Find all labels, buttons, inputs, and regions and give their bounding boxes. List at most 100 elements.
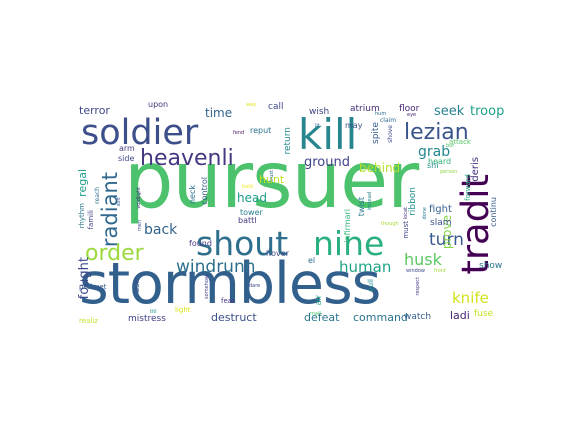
word-shout: shout — [196, 224, 289, 263]
word-deris: deris — [470, 157, 481, 182]
word-nine: nine — [313, 224, 385, 263]
word-titl: titl — [150, 309, 157, 315]
word-order: order — [85, 241, 144, 266]
word-watch: watch — [404, 312, 432, 322]
word-radiant: radiant — [98, 172, 122, 248]
word-floor: floor — [399, 104, 420, 114]
word-soft: soft — [116, 197, 122, 207]
word-attack: attack — [449, 138, 471, 146]
word-el: el — [308, 256, 316, 265]
word-defeat: defeat — [304, 311, 340, 324]
word-must: must — [402, 221, 410, 239]
word-kill: kill — [298, 110, 358, 159]
word-famili: famili — [87, 210, 95, 230]
word-locat: locat — [403, 207, 409, 220]
word-stormbless: stormbless — [79, 251, 381, 317]
word-respect: respect — [415, 277, 421, 296]
word-hum: hum — [375, 111, 387, 117]
word-realiz: realiz — [79, 317, 98, 325]
word-infirmari: infirmari — [343, 209, 352, 243]
word-window: window — [406, 268, 425, 274]
word-show: show — [479, 261, 503, 271]
word-shi: shi — [427, 161, 439, 170]
word-instead: instead — [367, 192, 373, 211]
word-ribbon: ribbon — [408, 187, 418, 216]
word-pull: pull — [367, 279, 375, 292]
word-continu: continu — [489, 197, 498, 227]
word-air: air — [314, 295, 323, 306]
word-return: return — [283, 127, 293, 155]
word-head: head — [237, 191, 267, 205]
word-person: person — [440, 169, 458, 175]
word-bor: bor — [446, 143, 455, 149]
word-hover: hover — [266, 249, 289, 258]
word-dare: dare — [249, 283, 261, 289]
word-reput: reput — [250, 126, 272, 135]
word-claim: claim — [380, 117, 397, 124]
word-upon: upon — [148, 100, 169, 109]
word-hold: hold — [242, 184, 253, 190]
word-spite: spite — [371, 122, 381, 144]
word-eye: eye — [407, 112, 417, 118]
word-shove: shove — [387, 125, 394, 143]
word-wish: wish — [309, 107, 330, 117]
word-way: way — [246, 102, 257, 108]
word-arm: arm — [119, 144, 135, 153]
word-trust: trust — [269, 170, 275, 182]
word-windrunn: windrunn — [176, 257, 256, 277]
word-found: found — [189, 239, 212, 248]
word-control: control — [200, 177, 209, 205]
word-hunt: hunt — [259, 173, 285, 186]
word-slam: slam — [430, 218, 452, 228]
word-fuse: fuse — [474, 309, 494, 319]
word-heavenli: heavenli — [140, 146, 234, 171]
word-perimet: perimet — [79, 283, 107, 291]
word-voidlight: voidlight — [136, 187, 142, 209]
word-front: front — [434, 268, 446, 274]
word-though: though — [381, 221, 399, 227]
word-atrium: atrium — [350, 104, 380, 114]
word-men: men — [137, 220, 143, 232]
word-behind: behind — [359, 161, 401, 175]
word-call: call — [268, 102, 284, 112]
word-twist: twist — [357, 197, 366, 217]
word-forward: forward — [464, 174, 472, 201]
word-fight: fight — [429, 204, 452, 215]
word-husk: husk — [404, 250, 442, 269]
word-somehow: somehow — [204, 275, 210, 299]
word-turn: turn — [429, 230, 464, 250]
word-time: time — [205, 106, 233, 120]
word-battl: battl — [238, 216, 257, 225]
word-destruct: destruct — [211, 311, 257, 324]
word-pursuer: pursuer — [124, 136, 419, 226]
word-grab: grab — [418, 144, 451, 160]
word-tower: tower — [240, 208, 263, 217]
word-mail: mail — [310, 311, 321, 317]
word-light: light — [175, 306, 191, 314]
word-regal: regal — [76, 169, 89, 197]
word-fear: fear — [221, 297, 235, 305]
word-knife: knife — [452, 289, 489, 307]
word-terror: terror — [79, 104, 110, 117]
word-back: back — [144, 222, 178, 238]
word-lezian: lezian — [404, 120, 469, 145]
word-neck: neck — [188, 185, 197, 205]
word-ground: ground — [304, 155, 350, 170]
word-reach: reach — [94, 187, 101, 204]
word-heard: heard — [428, 157, 452, 166]
word-human: human — [339, 258, 392, 276]
word-command: command — [353, 311, 408, 324]
word-lit: lit — [315, 123, 320, 129]
word-fend: fend — [233, 130, 245, 136]
word-mistress: mistress — [128, 314, 166, 324]
word-may: may — [345, 121, 363, 130]
word-ask: ask — [132, 279, 141, 293]
word-side: side — [118, 154, 135, 163]
word-soldier: soldier — [81, 113, 199, 153]
word-seek: seek — [434, 104, 465, 119]
word-rhythm: rhythm — [78, 203, 86, 229]
word-troop: troop — [470, 104, 505, 119]
word-fought: fought — [77, 257, 92, 300]
word-done: done — [422, 207, 428, 220]
word-ladi: ladi — [450, 309, 470, 322]
